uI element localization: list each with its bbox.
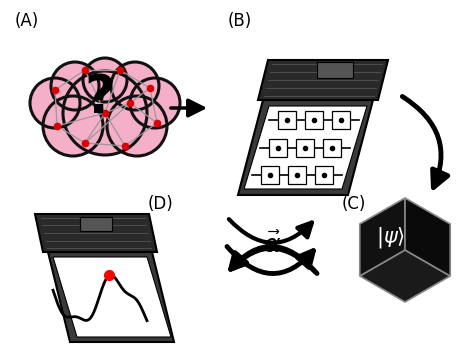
Circle shape bbox=[51, 62, 99, 110]
Circle shape bbox=[43, 96, 103, 156]
Text: (C): (C) bbox=[342, 195, 366, 213]
Polygon shape bbox=[35, 214, 157, 252]
Text: (B): (B) bbox=[228, 12, 252, 30]
Circle shape bbox=[30, 78, 80, 128]
Polygon shape bbox=[48, 252, 174, 342]
Polygon shape bbox=[288, 166, 306, 184]
FancyBboxPatch shape bbox=[317, 62, 353, 78]
Polygon shape bbox=[258, 60, 388, 100]
Polygon shape bbox=[315, 166, 333, 184]
Circle shape bbox=[111, 62, 159, 110]
Polygon shape bbox=[323, 138, 341, 157]
Polygon shape bbox=[332, 111, 350, 129]
FancyBboxPatch shape bbox=[80, 216, 112, 231]
Circle shape bbox=[107, 96, 167, 156]
Text: (D): (D) bbox=[148, 195, 174, 213]
Circle shape bbox=[130, 78, 180, 128]
Text: $|\psi\rangle$: $|\psi\rangle$ bbox=[376, 225, 406, 250]
Polygon shape bbox=[405, 198, 450, 276]
Polygon shape bbox=[270, 138, 288, 157]
Polygon shape bbox=[305, 111, 323, 129]
Polygon shape bbox=[238, 100, 373, 195]
Polygon shape bbox=[360, 250, 450, 302]
Text: $\vec{\alpha}$: $\vec{\alpha}$ bbox=[263, 232, 281, 258]
Polygon shape bbox=[360, 198, 405, 276]
Polygon shape bbox=[261, 166, 279, 184]
Circle shape bbox=[63, 71, 147, 155]
Polygon shape bbox=[297, 138, 315, 157]
Circle shape bbox=[83, 58, 127, 102]
Text: (A): (A) bbox=[15, 12, 39, 30]
Polygon shape bbox=[244, 106, 367, 189]
Polygon shape bbox=[278, 111, 296, 129]
Text: ?: ? bbox=[85, 72, 115, 124]
Polygon shape bbox=[53, 257, 171, 337]
